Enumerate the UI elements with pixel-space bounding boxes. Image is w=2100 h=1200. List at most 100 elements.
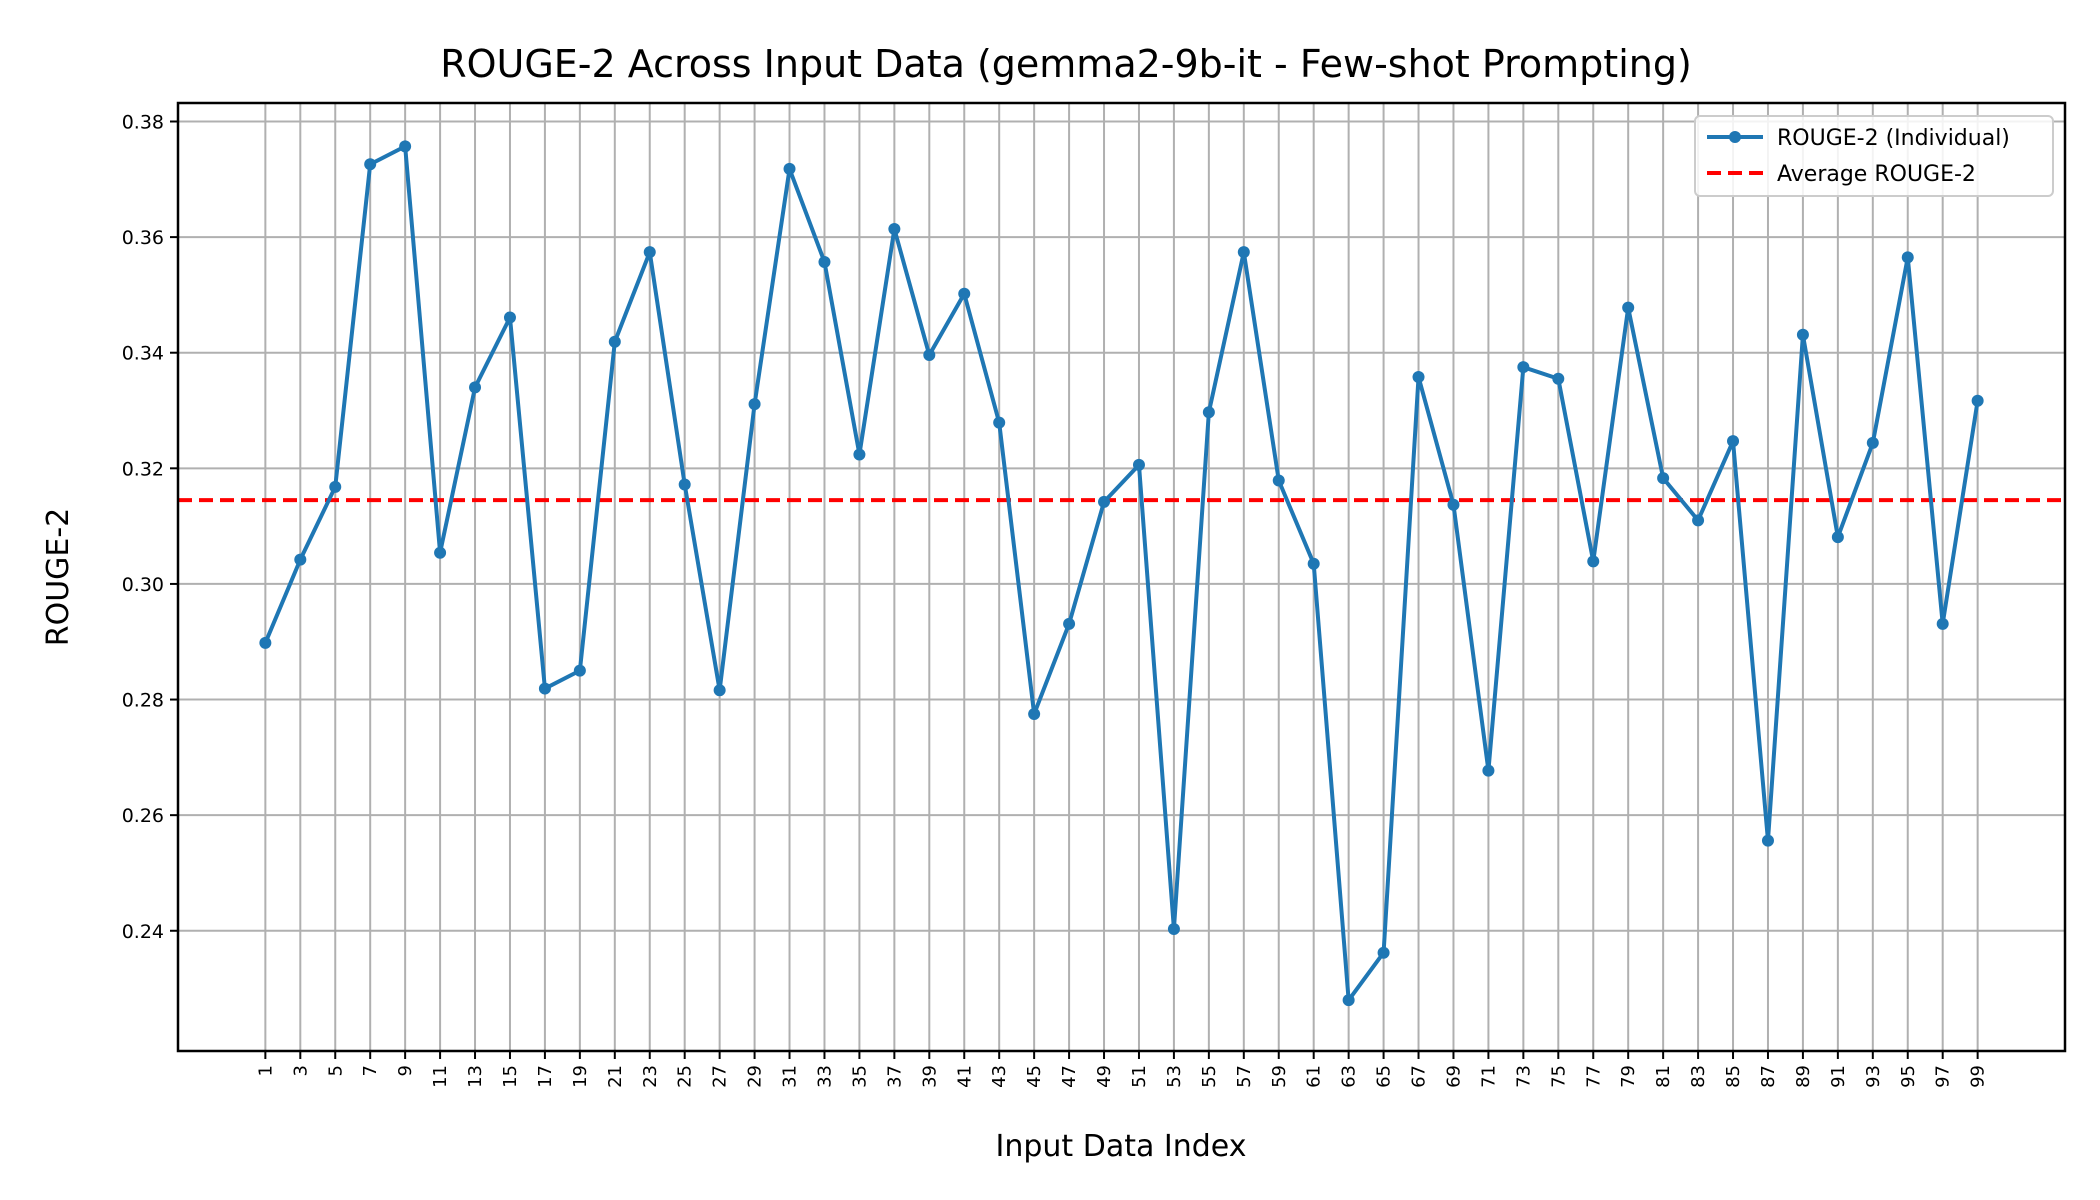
- data-point: [294, 553, 307, 566]
- x-tick-label: 85: [1723, 1065, 1744, 1088]
- legend-series-marker: [1729, 131, 1741, 143]
- x-tick-label: 55: [1199, 1065, 1220, 1088]
- x-tick-label: 7: [360, 1065, 381, 1076]
- data-point: [1447, 498, 1460, 511]
- x-tick-label: 17: [535, 1065, 556, 1088]
- data-point: [573, 664, 586, 677]
- data-point: [608, 335, 621, 348]
- x-tick-label: 15: [500, 1065, 521, 1088]
- x-tick-label: 25: [675, 1065, 696, 1088]
- data-point: [1971, 394, 1984, 407]
- data-point: [1936, 617, 1949, 630]
- x-tick-label: 61: [1304, 1065, 1325, 1088]
- y-tick-label: 0.30: [122, 574, 164, 596]
- data-point: [1202, 406, 1215, 419]
- y-tick-label: 0.36: [122, 227, 164, 249]
- x-tick-label: 51: [1129, 1065, 1150, 1088]
- legend-box: [1694, 115, 2054, 197]
- x-tick-label: 43: [989, 1065, 1010, 1088]
- data-point: [818, 255, 831, 268]
- data-point: [1412, 370, 1425, 383]
- x-tick-label: 49: [1094, 1065, 1115, 1088]
- data-point: [1622, 301, 1635, 314]
- series-layer: [259, 140, 1984, 1007]
- x-tick-label: 1: [255, 1065, 276, 1076]
- data-point: [469, 381, 482, 394]
- chart-title: ROUGE-2 Across Input Data (gemma2-9b-it …: [440, 42, 1692, 86]
- x-tick-label: 59: [1269, 1065, 1290, 1088]
- y-tick-label: 0.32: [122, 458, 164, 480]
- x-tick-label: 21: [605, 1065, 626, 1088]
- x-tick-label: 35: [849, 1065, 870, 1088]
- x-tick-label: 65: [1374, 1065, 1395, 1088]
- data-point: [1028, 707, 1041, 720]
- y-tick-label: 0.34: [122, 343, 164, 365]
- y-tick-label: 0.24: [122, 921, 164, 943]
- x-tick-label: 89: [1793, 1065, 1814, 1088]
- data-point: [1552, 372, 1565, 385]
- x-tick-label: 13: [465, 1065, 486, 1088]
- x-tick-label: 91: [1828, 1065, 1849, 1088]
- data-point: [329, 480, 342, 493]
- data-point: [1901, 251, 1914, 264]
- x-tick-label: 79: [1618, 1065, 1639, 1088]
- y-tick-label: 0.38: [122, 111, 164, 133]
- x-tick-label: 81: [1653, 1065, 1674, 1088]
- x-tick-label: 41: [954, 1065, 975, 1088]
- data-point: [1272, 474, 1285, 487]
- x-tick-label: 87: [1758, 1065, 1779, 1088]
- x-tick-label: 23: [640, 1065, 661, 1088]
- data-point: [1482, 764, 1495, 777]
- data-point: [1831, 531, 1844, 544]
- data-point: [1167, 923, 1180, 936]
- series-line: [263, 144, 1980, 1003]
- data-point: [1692, 514, 1705, 527]
- x-tick-label: 99: [1968, 1065, 1989, 1088]
- x-tick-label: 39: [919, 1065, 940, 1088]
- data-point: [1657, 472, 1670, 485]
- data-point: [783, 162, 796, 175]
- x-tick-label: 83: [1688, 1065, 1709, 1088]
- x-tick-label: 29: [745, 1065, 766, 1088]
- x-axis-ticks: 1 3 5 7 9 11 13 15 17 19 21 23 25 27 29 31 33 35 37 39 41 43 4…: [255, 1051, 1989, 1088]
- plot-frame: [176, 101, 2067, 1053]
- x-tick-label: 75: [1548, 1065, 1569, 1088]
- x-tick-label: 47: [1059, 1065, 1080, 1088]
- y-tick-label: 0.26: [122, 805, 164, 827]
- x-tick-label: 57: [1234, 1065, 1255, 1088]
- y-tick-label: 0.28: [122, 690, 164, 712]
- data-point: [923, 349, 936, 362]
- data-point: [503, 311, 516, 324]
- x-tick-label: 67: [1409, 1065, 1430, 1088]
- data-point: [1342, 994, 1355, 1007]
- y-axis-label: ROUGE-2: [41, 508, 76, 647]
- x-tick-label: 73: [1513, 1065, 1534, 1088]
- x-tick-label: 3: [290, 1065, 311, 1076]
- x-tick-label: 95: [1898, 1065, 1919, 1088]
- x-tick-label: 63: [1339, 1065, 1360, 1088]
- x-axis-label: Input Data Index: [996, 1129, 1247, 1164]
- data-point: [538, 682, 551, 695]
- legend: ROUGE-2 (Individual) Average ROUGE-2: [1694, 115, 2054, 197]
- data-point: [678, 478, 691, 491]
- x-tick-label: 69: [1443, 1065, 1464, 1088]
- data-point: [643, 246, 656, 259]
- x-tick-label: 37: [884, 1065, 905, 1088]
- x-tick-label: 97: [1933, 1065, 1954, 1088]
- x-tick-label: 77: [1583, 1065, 1604, 1088]
- data-point: [1727, 435, 1740, 448]
- data-point: [1517, 361, 1530, 374]
- x-tick-label: 27: [710, 1065, 731, 1088]
- y-axis-ticks: 0.24 0.26 0.28 0.30 0.32 0.34 0.36 0.38: [122, 111, 178, 943]
- data-point: [958, 287, 971, 300]
- x-tick-label: 93: [1863, 1065, 1884, 1088]
- x-tick-label: 33: [814, 1065, 835, 1088]
- data-point: [993, 416, 1006, 429]
- x-tick-label: 71: [1478, 1065, 1499, 1088]
- legend-series-label: ROUGE-2 (Individual): [1777, 126, 2010, 151]
- data-point: [399, 140, 412, 153]
- legend-average-label: Average ROUGE-2: [1777, 162, 1976, 187]
- x-tick-label: 9: [395, 1065, 416, 1076]
- data-point: [1587, 555, 1600, 568]
